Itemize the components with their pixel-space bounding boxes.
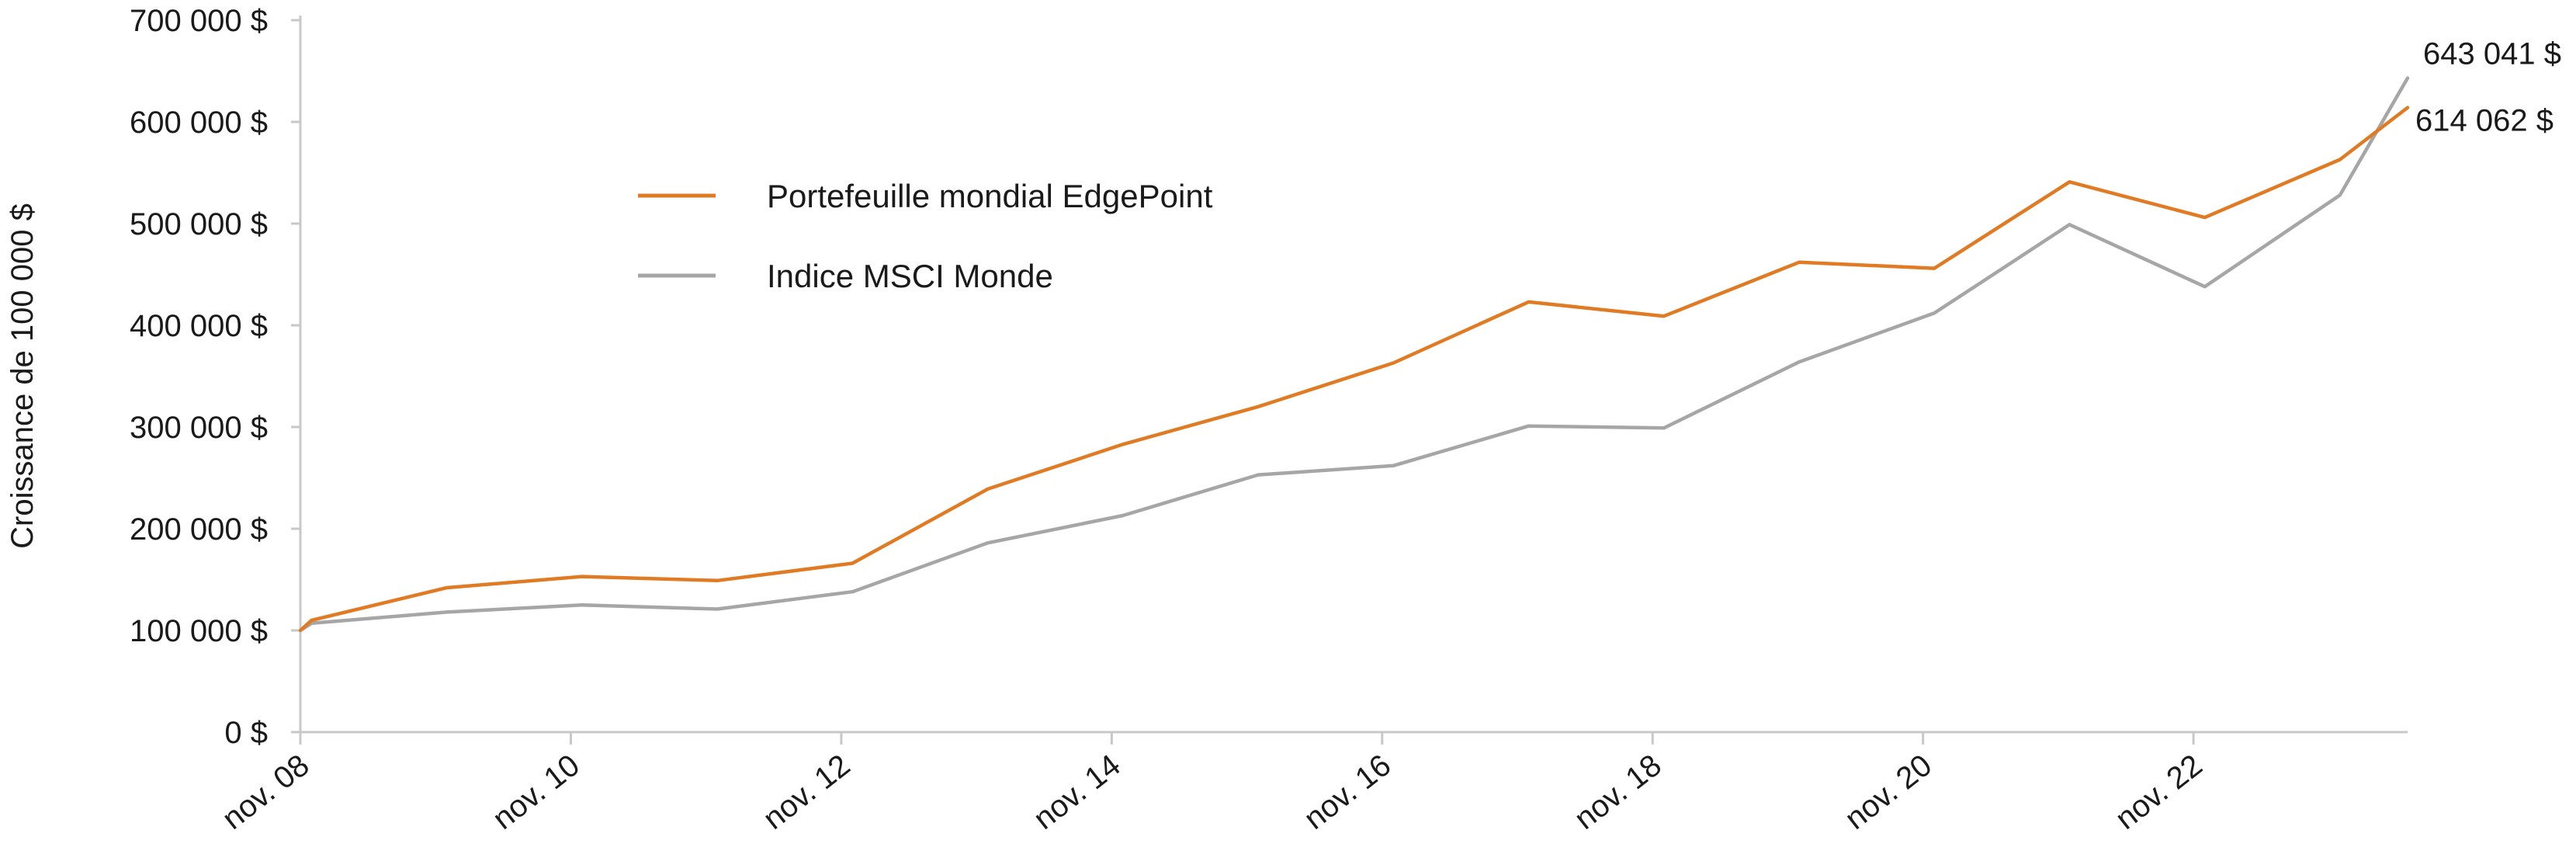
series-line-msci — [298, 76, 2410, 633]
x-axis: nov. 08 nov. 10 nov. 12 nov. 14 nov. 16 nov. … — [216, 731, 2408, 836]
y-tick-label: 200 000 $ — [130, 512, 268, 547]
end-label-msci: 643 041 $ — [2423, 37, 2561, 71]
x-tick-label: nov. 12 — [757, 748, 856, 836]
legend-label-edgepoint: Portefeuille mondial EdgePoint — [767, 178, 1213, 214]
x-tick-label: nov. 22 — [2110, 748, 2209, 836]
y-axis-title: Croissance de 100 000 $ — [5, 203, 40, 549]
x-tick-label: nov. 14 — [1028, 748, 1127, 836]
y-tick-label: 500 000 $ — [130, 207, 268, 241]
x-tick-label: nov. 16 — [1298, 748, 1397, 836]
y-tick-label: 300 000 $ — [130, 411, 268, 445]
legend: Portefeuille mondial EdgePoint Indice MSC… — [638, 178, 1213, 294]
y-tick-label: 0 $ — [224, 716, 268, 750]
y-tick-label: 100 000 $ — [130, 614, 268, 648]
y-tick-label: 400 000 $ — [130, 309, 268, 343]
end-label-edgepoint: 614 062 $ — [2415, 104, 2553, 138]
end-labels: 614 062 $ 643 041 $ — [2415, 37, 2561, 138]
series-lines — [298, 76, 2410, 633]
y-axis: 0 $ 100 000 $ 200 000 $ 300 000 $ 400 000 $ 5… — [130, 4, 302, 750]
series-line-edgepoint — [298, 106, 2410, 633]
x-tick-label: nov. 10 — [487, 748, 586, 836]
legend-label-msci: Indice MSCI Monde — [767, 258, 1053, 294]
x-tick-label: nov. 08 — [216, 748, 315, 836]
y-tick-label: 700 000 $ — [130, 4, 268, 38]
x-tick-label: nov. 18 — [1569, 748, 1668, 836]
y-tick-label: 600 000 $ — [130, 106, 268, 140]
x-tick-label: nov. 20 — [1839, 748, 1938, 836]
